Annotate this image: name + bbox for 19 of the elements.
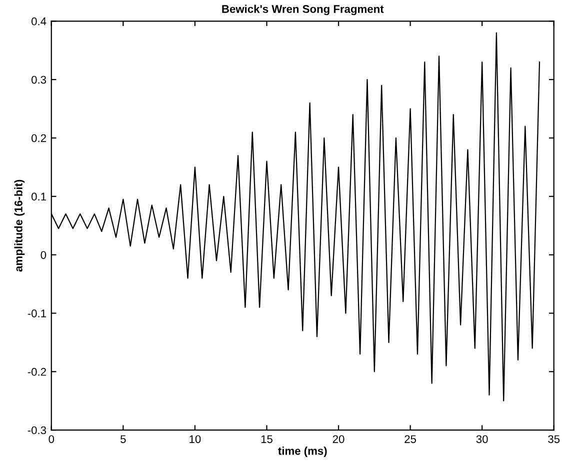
x-tick-label: 30 [476,435,488,444]
y-tick-label: 0 [40,251,46,259]
x-tick-label: 35 [548,435,560,444]
y-tick-label: 0.1 [32,192,46,201]
y-tick-label: -0.1 [28,309,46,318]
chart-title: Bewick's Wren Song Fragment [222,4,384,16]
y-tick-label: 0.2 [32,134,46,142]
x-tick-label: 15 [261,435,272,444]
y-tick-label: -0.2 [28,368,46,376]
y-tick-label: 0.3 [32,76,46,84]
y-tick-label: -0.3 [28,426,46,434]
x-tick-label: 5 [120,435,126,444]
x-axis-title: time (ms) [278,446,327,458]
x-tick-label: 25 [404,435,416,444]
x-tick-label: 20 [332,435,344,444]
y-axis-title: amplitude (16-bit) [14,180,25,272]
y-tick-label: 0.4 [32,17,46,26]
x-tick-label: 10 [190,435,201,444]
x-tick-label: 0 [48,435,54,444]
